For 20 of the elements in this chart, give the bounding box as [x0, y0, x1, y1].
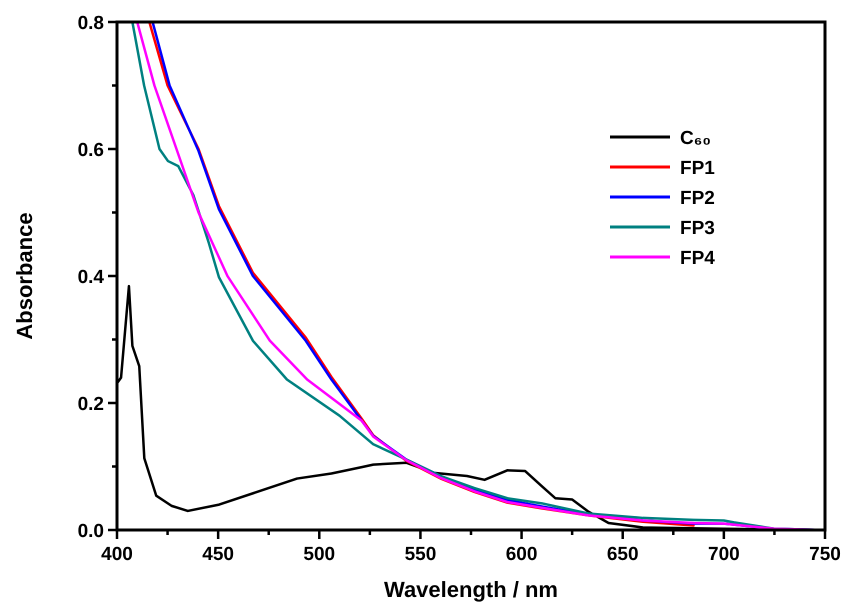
x-axis-title: Wavelength / nm: [384, 577, 558, 602]
x-tick-label: 550: [404, 544, 436, 565]
x-tick-label: 450: [202, 544, 234, 565]
x-tick-label: 750: [809, 544, 841, 565]
y-tick-label: 0.4: [78, 267, 104, 288]
legend-label: C₆₀: [680, 128, 711, 149]
legend-label: FP4: [680, 248, 716, 269]
y-tick-label: 0.0: [78, 521, 104, 542]
x-tick-label: 500: [303, 544, 336, 565]
x-tick-label: 650: [606, 544, 639, 565]
x-tick-label: 400: [101, 544, 133, 565]
legend-label: FP2: [680, 188, 715, 209]
legend-label: FP1: [680, 158, 716, 179]
legend-label: FP3: [680, 218, 715, 239]
x-tick-label: 600: [506, 544, 538, 565]
x-tick-label: 700: [708, 544, 740, 565]
y-tick-label: 0.2: [78, 394, 104, 415]
y-axis-title: Absorbance: [12, 212, 37, 340]
y-tick-label: 0.8: [78, 13, 104, 34]
y-tick-label: 0.6: [78, 140, 104, 161]
